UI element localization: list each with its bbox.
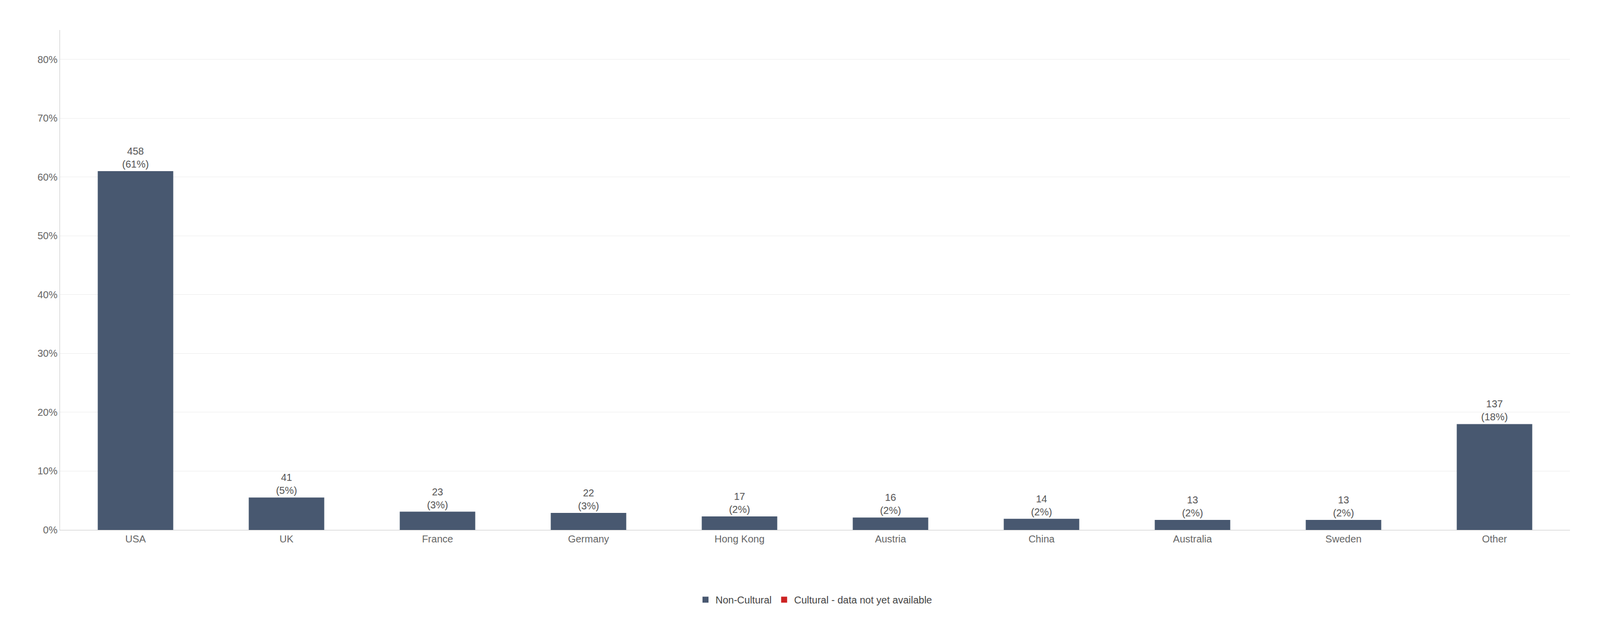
svg-text:USA: USA xyxy=(125,533,146,544)
svg-text:23(3%): 23(3%) xyxy=(427,486,448,510)
svg-text:Australia: Australia xyxy=(1173,533,1213,544)
svg-text:0%: 0% xyxy=(43,524,58,535)
svg-text:40%: 40% xyxy=(37,289,58,300)
svg-text:41(5%): 41(5%) xyxy=(276,471,297,496)
svg-text:20%: 20% xyxy=(37,406,58,418)
svg-text:China: China xyxy=(1028,533,1055,544)
svg-text:60%: 60% xyxy=(37,171,58,183)
svg-text:Sweden: Sweden xyxy=(1325,533,1362,544)
svg-text:Germany: Germany xyxy=(568,533,609,544)
svg-text:50%: 50% xyxy=(37,230,58,241)
svg-text:Hong Kong: Hong Kong xyxy=(714,533,765,544)
svg-text:30%: 30% xyxy=(37,347,58,359)
svg-text:137(18%): 137(18%) xyxy=(1481,398,1508,422)
svg-text:80%: 80% xyxy=(37,54,58,65)
svg-text:70%: 70% xyxy=(37,112,58,124)
svg-text:13(2%): 13(2%) xyxy=(1333,494,1354,518)
svg-text:France: France xyxy=(422,533,453,544)
svg-text:16(2%): 16(2%) xyxy=(880,491,901,516)
svg-text:14(2%): 14(2%) xyxy=(1031,493,1052,517)
svg-text:Austria: Austria xyxy=(875,533,907,544)
svg-text:13(2%): 13(2%) xyxy=(1182,494,1203,518)
svg-text:UK: UK xyxy=(279,533,294,544)
svg-text:22(3%): 22(3%) xyxy=(578,487,599,511)
svg-text:Non-Cultural: Non-Cultural xyxy=(715,594,772,605)
svg-text:Other: Other xyxy=(1482,533,1507,544)
svg-text:10%: 10% xyxy=(37,465,58,476)
svg-text:458(61%): 458(61%) xyxy=(122,145,149,170)
svg-text:Cultural - data not yet availa: Cultural - data not yet available xyxy=(794,594,932,605)
svg-text:17(2%): 17(2%) xyxy=(729,490,750,515)
